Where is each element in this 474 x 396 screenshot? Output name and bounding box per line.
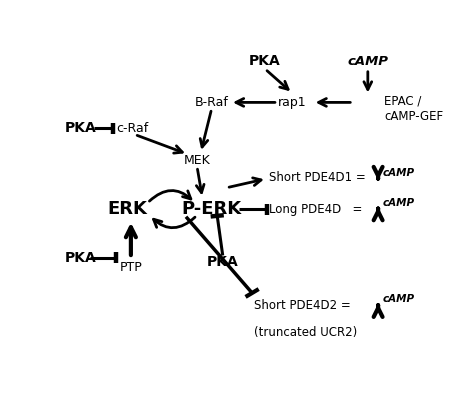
Text: cAMP: cAMP (383, 198, 415, 208)
Text: rap1: rap1 (278, 96, 307, 109)
Text: B-Raf: B-Raf (195, 96, 228, 109)
Text: EPAC /
cAMP-GEF: EPAC / cAMP-GEF (384, 95, 444, 122)
Text: Short PDE4D1 =: Short PDE4D1 = (269, 171, 365, 184)
Text: Long PDE4D   =: Long PDE4D = (269, 203, 362, 216)
Text: Short PDE4D2 =: Short PDE4D2 = (254, 299, 351, 312)
Text: MEK: MEK (183, 154, 210, 167)
Text: cAMP: cAMP (347, 55, 388, 68)
Text: PKA: PKA (65, 121, 97, 135)
Text: ERK: ERK (107, 200, 147, 218)
Text: cAMP: cAMP (383, 294, 415, 304)
Text: P-ERK: P-ERK (182, 200, 242, 218)
Text: (truncated UCR2): (truncated UCR2) (254, 326, 357, 339)
Text: cAMP: cAMP (383, 168, 415, 177)
Text: PTP: PTP (119, 261, 142, 274)
Text: PKA: PKA (207, 255, 238, 270)
Text: PKA: PKA (65, 251, 97, 265)
Text: PKA: PKA (249, 54, 281, 68)
Text: c-Raf: c-Raf (116, 122, 148, 135)
